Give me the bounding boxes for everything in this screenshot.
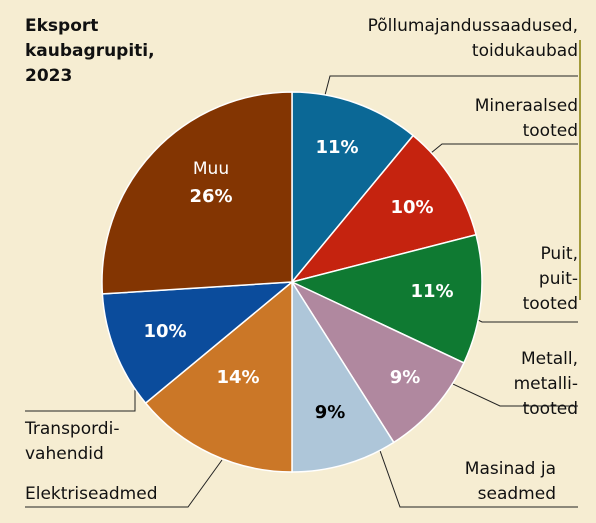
value-label: 9%	[390, 367, 421, 388]
pie-slice	[144, 280, 293, 473]
pie-slice	[101, 91, 293, 295]
value-label: 26%	[189, 186, 232, 207]
value-label: 9%	[315, 402, 346, 423]
pie-slice	[289, 280, 465, 444]
leader-line	[419, 143, 578, 163]
category-label: Masinad ja seadmed	[464, 459, 556, 504]
pie-slice	[289, 134, 477, 284]
value-label: 14%	[216, 367, 259, 388]
pie-slice	[101, 281, 295, 405]
category-label: Transpordi-vahendid	[25, 419, 120, 464]
value-label: 11%	[315, 137, 358, 158]
leader-line	[324, 75, 578, 96]
pie-slice	[291, 91, 415, 285]
leader-line	[25, 459, 223, 508]
chart-title: Eksport kaubagrupiti, 2023	[25, 16, 155, 86]
value-label: 10%	[143, 321, 186, 342]
category-label: Puit, puit-tooted	[522, 244, 578, 314]
value-label: 11%	[410, 281, 453, 302]
leader-lines	[25, 75, 578, 508]
value-label: 10%	[390, 197, 433, 218]
category-label: Mineraalsed tooted	[474, 96, 578, 141]
leader-line	[439, 377, 578, 407]
category-label: Põllumajandussaadused, toidukaubad	[367, 16, 578, 61]
leader-line	[377, 444, 578, 508]
leader-line	[25, 384, 136, 412]
pie-slice	[289, 233, 483, 364]
pie-slice	[291, 279, 395, 473]
category-label: Elektriseadmed	[25, 484, 158, 504]
category-label: Muu	[193, 159, 229, 179]
category-label: Metall, metalli-tooted	[513, 349, 578, 419]
